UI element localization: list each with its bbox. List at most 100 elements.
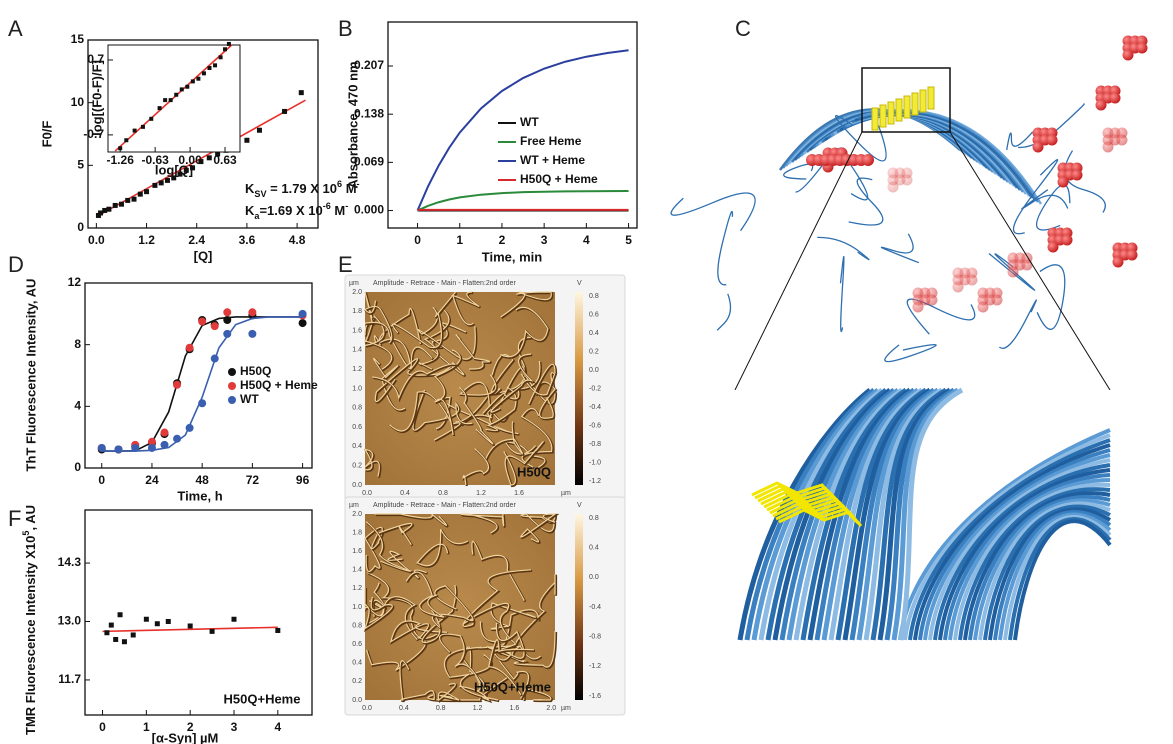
y-tick-label: 15 [71, 32, 85, 46]
afm-x-tick: 0.4 [400, 490, 410, 497]
y-axis-label: Absorbance, 470 nm [345, 61, 360, 188]
heme-stack [879, 104, 887, 128]
data-point [108, 622, 114, 628]
data-point [196, 76, 201, 81]
data-point [121, 639, 127, 645]
strand [983, 504, 1111, 641]
strand [998, 512, 1112, 641]
y-tick-label: 12 [68, 275, 82, 289]
strand [860, 109, 1043, 205]
afm-colorbar-tick: -1.0 [589, 459, 601, 466]
legend-label: H50Q [240, 364, 271, 378]
heme-sphere [1112, 256, 1124, 268]
x-axis-label: Time, h [177, 488, 222, 503]
afm-colorbar-tick: 0.4 [589, 545, 599, 552]
x-tick-label: 2 [187, 720, 194, 734]
strand [933, 463, 1111, 641]
heme-sphere [1047, 241, 1059, 253]
afm-fibrils [363, 291, 558, 488]
data-point [131, 443, 140, 452]
legend-swatch [228, 368, 236, 376]
fibril [460, 513, 505, 534]
data-point [215, 151, 221, 157]
fibril-shadow [428, 677, 509, 703]
fibril [461, 646, 487, 701]
data-point [104, 630, 110, 636]
strand [856, 387, 940, 641]
heme-sphere [926, 294, 938, 306]
x-axis-label: Time, min [482, 249, 543, 264]
x-tick-label: 1 [456, 233, 463, 247]
heme-sphere [1032, 141, 1044, 153]
strand [988, 507, 1112, 641]
fit-line [114, 44, 233, 152]
x-axis-label: [Q] [194, 248, 213, 263]
data-point [160, 428, 169, 437]
afm-x-tick: 0.4 [399, 705, 409, 712]
fibril [372, 363, 456, 400]
data-point [226, 41, 231, 46]
annotation: Ka=1.69 X 10-6 M- [245, 201, 348, 221]
y-tick-label: 0.7 [87, 52, 104, 66]
afm-colorbar-tick: -0.4 [589, 404, 601, 411]
data-point [206, 155, 212, 161]
afm-colorbar-tick: 0.8 [589, 515, 599, 522]
fibril [389, 391, 461, 441]
strand [751, 388, 880, 641]
series-line [416, 49, 629, 211]
heme-sphere [1061, 234, 1073, 246]
fibril [364, 526, 383, 573]
data-point [124, 138, 129, 143]
heme-sphere [1102, 141, 1114, 153]
afm-x-tick: 2.0 [546, 705, 556, 712]
afm-y-tick: 0.4 [352, 443, 362, 450]
strand [973, 498, 1111, 641]
data-point [201, 71, 206, 76]
fibril [535, 381, 556, 419]
series-line [417, 190, 629, 212]
x-tick-label: 0 [414, 233, 421, 247]
x-tick-label: 0 [99, 720, 106, 734]
annotation-part: -6 [323, 201, 331, 211]
x-tick-label: 24 [145, 473, 159, 487]
y-tick-label: 0.000 [354, 203, 384, 217]
fibril [417, 309, 450, 370]
afm-header: Amplitude - Retrace - Main - Flatten:2nd… [373, 280, 516, 287]
heme-stack [919, 89, 927, 113]
legend-swatch [228, 382, 236, 390]
strand [744, 388, 876, 641]
strand [1008, 517, 1112, 641]
afm-colorbar-tick: -1.6 [589, 693, 601, 700]
afm-sample-label: H50Q+Heme [474, 679, 551, 694]
x-tick-label: 96 [296, 473, 310, 487]
zoom-box [861, 67, 951, 133]
afm-y-tick: 1.0 [352, 604, 362, 611]
x-tick-label: 2.4 [188, 233, 205, 247]
fibril-shadow [438, 683, 461, 703]
x-tick-label: 4 [274, 720, 281, 734]
fibril-shadow [364, 301, 394, 345]
y-axis-label: ThT Fluorescence Intensity, AU [23, 279, 38, 472]
y-tick-label: 14.3 [58, 555, 82, 569]
annotation-part: K [245, 203, 255, 218]
fibril [520, 513, 557, 543]
data-point [223, 47, 228, 52]
afm-x-tick: 0.8 [436, 705, 446, 712]
strand [877, 387, 952, 641]
x-tick-label: 4.8 [289, 233, 306, 247]
data-point [102, 207, 108, 213]
strand [928, 458, 1111, 641]
heme-sphere [952, 281, 964, 293]
fit-line [95, 99, 306, 218]
loop [1021, 189, 1069, 210]
afm-colorbar-tick: 0.0 [589, 574, 599, 581]
strand [943, 473, 1111, 641]
fibril [363, 596, 393, 630]
strand [903, 433, 1111, 641]
legend-label: H50Q + Heme [240, 378, 318, 392]
afm-y-tick: 1.4 [352, 347, 362, 354]
afm-y-tick: 0.8 [352, 622, 362, 629]
data-point [190, 165, 196, 171]
afm-y-tick: 1.6 [352, 548, 362, 555]
afm-colorbar-tick: -0.8 [589, 441, 601, 448]
